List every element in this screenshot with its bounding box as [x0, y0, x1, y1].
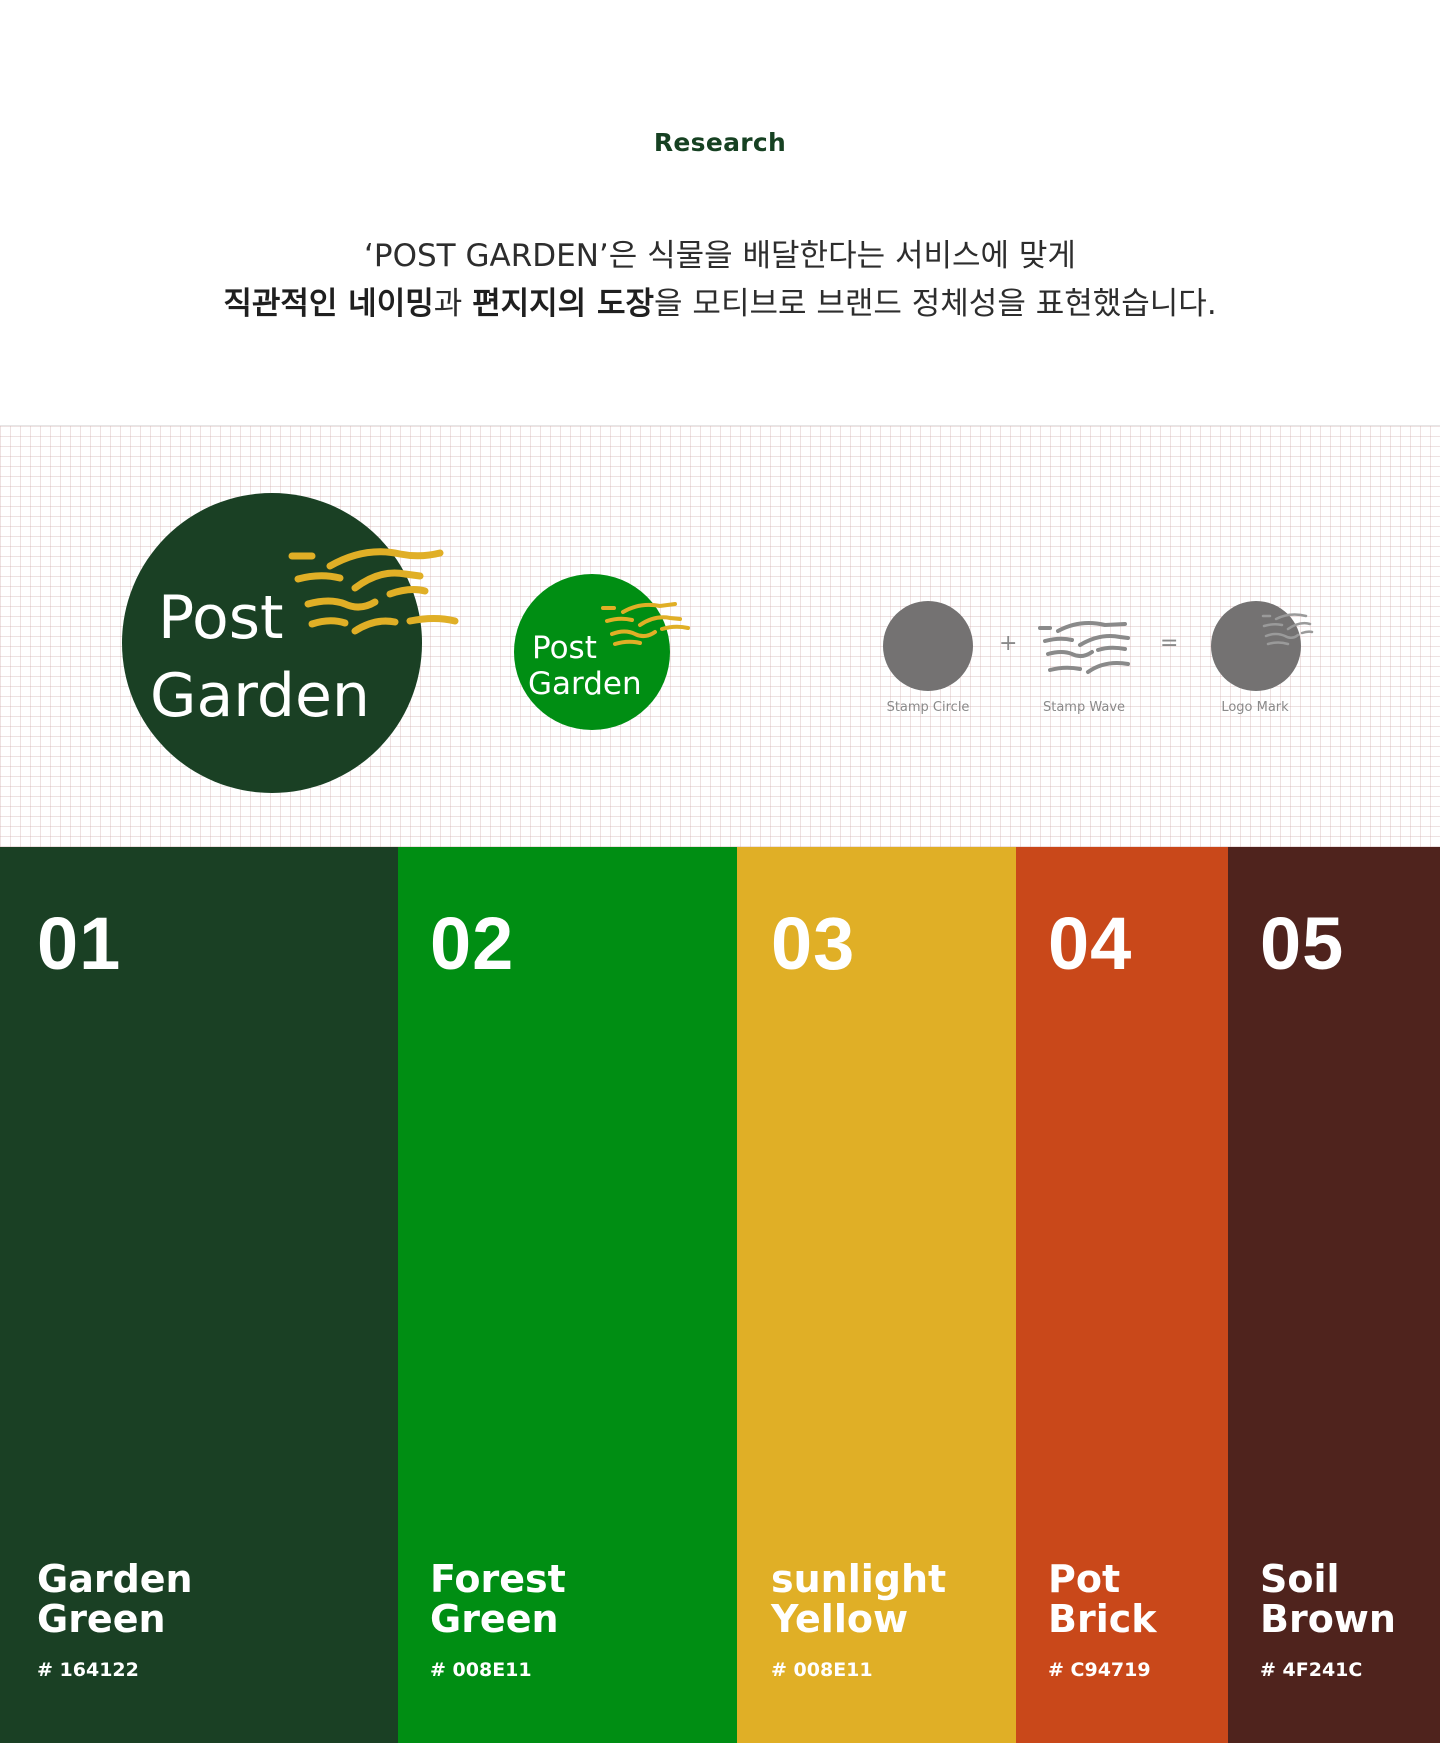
secondary-logo-word-1: Post: [532, 630, 597, 666]
stamp-wave-icon: [1038, 621, 1130, 674]
intro-bold-naming: 직관적인 네이밍: [223, 286, 434, 322]
logo-grid-band: Post Garden Post Garden: [0, 425, 1440, 848]
plus-sign: +: [999, 631, 1018, 656]
swatch-number: 01: [37, 902, 122, 985]
primary-logo: Post Garden: [122, 493, 459, 793]
swatch-name-line-2: Green: [430, 1597, 559, 1641]
swatch-forest-green: 02 Forest Green # 008E11: [398, 847, 737, 1743]
swatch-number: 03: [771, 902, 856, 985]
swatch-garden-green: 01 Garden Green # 164122: [0, 847, 398, 1743]
primary-logo-wave-icon: [288, 548, 459, 635]
swatch-name: Pot Brick: [1048, 1559, 1157, 1639]
swatch-name: Garden Green: [37, 1559, 193, 1639]
secondary-logo-word-2: Garden: [528, 666, 642, 702]
swatch-number: 05: [1260, 902, 1345, 985]
swatch-hex: # 008E11: [430, 1659, 532, 1681]
swatch-name-line-2: Yellow: [771, 1597, 909, 1641]
intro-line-1: ‘POST GARDEN’은 식물을 배달한다는 서비스에 맞게: [364, 238, 1076, 274]
swatch-number: 02: [430, 902, 515, 985]
intro-text-2a: 과: [433, 286, 473, 322]
section-kicker: Research: [653, 128, 787, 157]
swatch-hex: # 4F241C: [1260, 1659, 1363, 1681]
swatch-name: Forest Green: [430, 1559, 566, 1639]
primary-logo-circle: [122, 493, 422, 793]
intro-text-2b: 을 모티브로 브랜드 정체성을 표현했습니다.: [654, 286, 1217, 322]
swatch-pot-brick: 04 Pot Brick # C94719: [1016, 847, 1228, 1743]
swatch-name-line-2: Brick: [1048, 1597, 1157, 1641]
swatch-number: 04: [1048, 902, 1133, 985]
primary-logo-word-1: Post: [158, 583, 284, 653]
swatch-name-line-1: Forest: [430, 1557, 566, 1601]
secondary-logo-circle: [514, 574, 670, 730]
intro-section: Research ‘POST GARDEN’은 식물을 배달한다는 서비스에 맞…: [0, 0, 1440, 425]
swatch-hex: # C94719: [1048, 1659, 1151, 1681]
swatch-name-line-1: Garden: [37, 1557, 193, 1601]
swatch-name-line-1: Soil: [1260, 1557, 1340, 1601]
caption-stamp-wave: Stamp Wave: [1042, 700, 1126, 715]
swatch-name: Soil Brown: [1260, 1559, 1396, 1639]
swatch-name-line-1: sunlight: [771, 1557, 947, 1601]
logo-construction: [883, 601, 1314, 691]
swatch-name-line-2: Green: [37, 1597, 166, 1641]
caption-stamp-circle: Stamp Circle: [886, 700, 970, 715]
swatch-name: sunlight Yellow: [771, 1559, 946, 1639]
stamp-circle-shape: [883, 601, 973, 691]
intro-line-2: 직관적인 네이밍과 편지지의 도장을 모티브로 브랜드 정체성을 표현했습니다.: [0, 280, 1440, 328]
logo-mark-wave-icon: [1261, 613, 1314, 646]
swatch-name-line-1: Pot: [1048, 1557, 1121, 1601]
swatch-sunlight-yellow: 03 sunlight Yellow # 008E11: [737, 847, 1016, 1743]
intro-text: ‘POST GARDEN’은 식물을 배달한다는 서비스에 맞게 직관적인 네이…: [0, 232, 1440, 328]
caption-logo-mark: Logo Mark: [1221, 700, 1289, 715]
secondary-logo-wave-icon: [601, 602, 690, 646]
primary-logo-word-2: Garden: [150, 661, 370, 731]
swatch-hex: # 008E11: [771, 1659, 873, 1681]
logo-artwork: Post Garden Post Garden: [122, 493, 1314, 793]
swatch-soil-brown: 05 Soil Brown # 4F241C: [1228, 847, 1440, 1743]
intro-bold-stamp: 편지지의 도장: [472, 286, 655, 322]
equals-sign: =: [1160, 631, 1179, 656]
swatch-hex: # 164122: [37, 1659, 139, 1681]
swatch-name-line-2: Brown: [1260, 1597, 1396, 1641]
secondary-logo: Post Garden: [514, 574, 690, 730]
